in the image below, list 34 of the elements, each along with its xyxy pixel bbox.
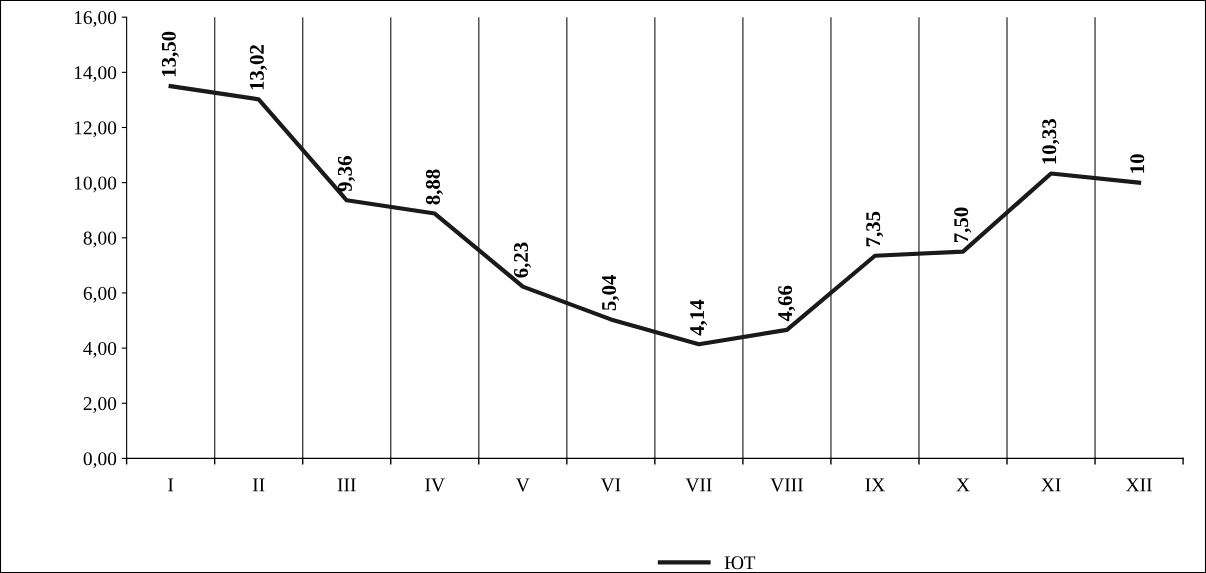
data-label: 10,33 xyxy=(1042,119,1060,164)
x-tick-label: VII xyxy=(685,478,712,492)
data-label: 6,23 xyxy=(514,242,532,278)
data-label: 10 xyxy=(1130,154,1145,173)
y-tick-label: 12,00 xyxy=(74,121,117,138)
x-tick-label: XII xyxy=(1126,478,1152,492)
y-tick-label: 10,00 xyxy=(74,176,117,193)
data-label: 4,14 xyxy=(690,299,708,336)
x-tick-label: VIII xyxy=(770,478,803,492)
y-tick-label: 2,00 xyxy=(83,397,117,413)
x-tick-label: X xyxy=(956,478,970,492)
data-label: 8,88 xyxy=(425,169,443,205)
y-tick-label: 6,00 xyxy=(83,286,117,303)
data-label: 9,36 xyxy=(337,156,355,192)
x-tick-label: IV xyxy=(425,478,445,492)
x-tick-label: II xyxy=(252,478,265,492)
y-tick-label: 14,00 xyxy=(74,66,117,83)
data-label: 5,04 xyxy=(601,275,620,311)
x-tick-label: III xyxy=(337,478,356,492)
legend-label: ЮТ xyxy=(724,556,756,570)
data-label: 4,66 xyxy=(778,285,796,322)
x-tick-label: XI xyxy=(1041,478,1061,492)
x-tick-label: IX xyxy=(865,478,885,492)
x-tick-label: I xyxy=(168,478,174,492)
y-tick-label: 8,00 xyxy=(83,231,117,248)
y-tick-label: 0,00 xyxy=(83,452,117,469)
x-tick-label: V xyxy=(516,478,530,492)
y-tick-label: 4,00 xyxy=(83,341,117,358)
data-label: 7,35 xyxy=(866,211,884,247)
x-tick-label: VI xyxy=(600,478,621,492)
data-label: 7,50 xyxy=(954,207,972,243)
data-label: 13,02 xyxy=(249,45,267,90)
y-tick-label: 16,00 xyxy=(74,11,117,27)
data-label: 13,50 xyxy=(161,31,179,77)
